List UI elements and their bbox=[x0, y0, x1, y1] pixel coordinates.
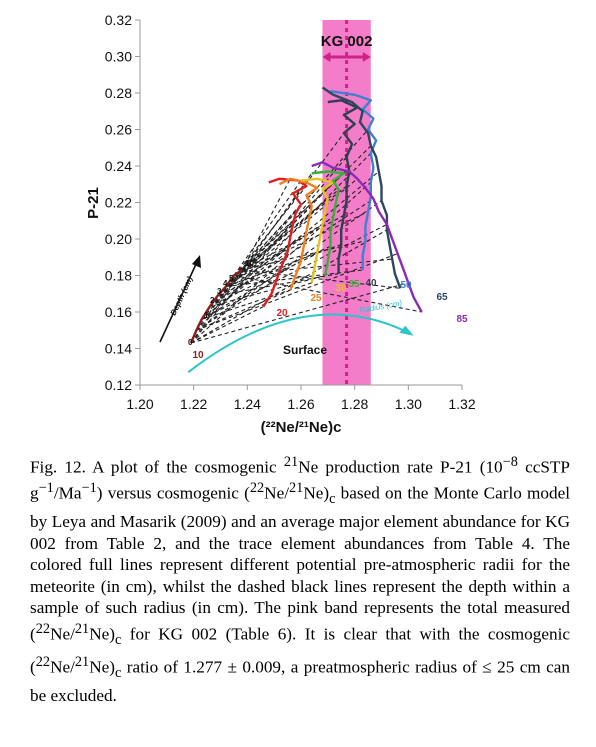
depth-arrowhead bbox=[192, 255, 201, 268]
radius-arrow bbox=[187, 313, 412, 374]
depth-dashed-line bbox=[201, 251, 288, 320]
depth-dashed-line bbox=[225, 185, 307, 287]
depth-dashed-line bbox=[241, 178, 291, 271]
x-tick-label: 1.28 bbox=[341, 396, 368, 412]
y-axis-label: P-21 bbox=[85, 187, 102, 219]
depth-dashed-line bbox=[233, 258, 393, 277]
radius-label-30: 30 bbox=[335, 283, 347, 294]
depth-arrow bbox=[159, 261, 198, 343]
depth-dashed-line bbox=[196, 278, 278, 331]
kg002-band-label: KG 002 bbox=[321, 33, 373, 50]
y-tick-label: 0.30 bbox=[105, 49, 132, 65]
depth-dashed-line bbox=[209, 231, 307, 307]
x-tick-label: 1.32 bbox=[448, 396, 475, 412]
radius-line-65 bbox=[321, 86, 402, 289]
x-tick-label: 1.22 bbox=[180, 396, 207, 412]
depth-dashed-line bbox=[233, 211, 369, 276]
y-tick-label: 0.24 bbox=[105, 158, 132, 174]
radius-line-30 bbox=[300, 177, 335, 284]
radius-label-85: 85 bbox=[456, 314, 468, 325]
y-tick-label: 0.16 bbox=[105, 304, 132, 320]
surface-label: Surface bbox=[283, 343, 327, 357]
depth-label-4: 4 bbox=[223, 279, 228, 288]
depth-arrow-label: Depth (cm) bbox=[169, 275, 195, 317]
depth-dashed-line bbox=[195, 132, 345, 331]
depth-dashed-line bbox=[233, 274, 422, 313]
depth-label-2: 2 bbox=[210, 296, 215, 305]
y-tick-label: 0.22 bbox=[105, 195, 132, 211]
radius-lines-layer bbox=[189, 86, 423, 344]
kg002-arrowhead-right bbox=[362, 52, 371, 62]
radius-arrowhead bbox=[399, 325, 414, 336]
x-tick-label: 1.24 bbox=[234, 396, 261, 412]
x-axis-label: (²²Ne/²¹Ne)c bbox=[261, 419, 342, 436]
depth-dashed-line bbox=[201, 260, 302, 320]
depth-dashed-line bbox=[217, 178, 358, 296]
x-tick-label: 1.26 bbox=[287, 396, 314, 412]
y-tick-label: 0.14 bbox=[105, 341, 132, 357]
radius-line-35 bbox=[311, 170, 346, 276]
figure-caption: Fig. 12. A plot of the cosmogenic 21Ne p… bbox=[30, 454, 570, 705]
radius-line-20 bbox=[262, 177, 308, 308]
depth-label-3: 3 bbox=[217, 287, 222, 296]
radius-label-25: 25 bbox=[310, 293, 322, 304]
kg002-arrowhead-left bbox=[322, 52, 331, 62]
y-tick-label: 0.28 bbox=[105, 85, 132, 101]
radius-line-40 bbox=[327, 99, 359, 274]
depth-dashed-line bbox=[190, 182, 372, 344]
radius-label-10: 10 bbox=[192, 350, 204, 361]
depth-dashed-line bbox=[190, 156, 348, 344]
radius-label-35: 35 bbox=[348, 279, 360, 290]
radius-label-65: 65 bbox=[436, 292, 448, 303]
axes-layer: 0.12 0.14 0.16 0.18 0.20 0.22 0.24 0.26 0.28 0.30… bbox=[85, 12, 476, 436]
depth-dashed-line bbox=[196, 200, 382, 331]
depth-dashed-line bbox=[225, 269, 363, 287]
depth-label-1: 1 bbox=[204, 311, 209, 320]
y-tick-label: 0.26 bbox=[105, 122, 132, 138]
y-tick-label: 0.12 bbox=[105, 377, 132, 393]
x-tick-label: 1.30 bbox=[395, 396, 422, 412]
depth-dashed-line bbox=[190, 282, 409, 344]
depth-dashed-line bbox=[201, 171, 380, 320]
depth-dashed-line bbox=[209, 198, 374, 307]
y-tick-label: 0.18 bbox=[105, 268, 132, 284]
depth-dashed-line bbox=[196, 253, 398, 331]
radius-line-50 bbox=[330, 90, 378, 270]
radius-label-20: 20 bbox=[276, 308, 288, 319]
chart: KG 002 10 20 25 30 35 40 50 65 85 Depth (cm) 0 1234… bbox=[85, 12, 476, 436]
depth-dashed-line bbox=[201, 282, 312, 320]
y-tick-label: 0.32 bbox=[105, 12, 132, 28]
depth-dashed-line bbox=[233, 180, 302, 276]
y-tick-label: 0.20 bbox=[105, 231, 132, 247]
radius-label-40: 40 bbox=[365, 278, 377, 289]
radius-line-10 bbox=[189, 269, 243, 344]
depth-dashed-line bbox=[209, 274, 326, 308]
depth-dashed-line bbox=[241, 240, 366, 271]
depth-label-10: 10 bbox=[245, 259, 254, 268]
kg002-band-layer: KG 002 bbox=[321, 20, 373, 385]
radius-line-85 bbox=[311, 161, 423, 313]
depth-lines-layer bbox=[190, 129, 422, 344]
radius-line-25 bbox=[278, 177, 319, 291]
depth-label-0: 0 bbox=[188, 338, 193, 347]
depth-label-5: 5 bbox=[229, 274, 234, 283]
depth-dashed-line bbox=[201, 129, 369, 320]
radius-label-50: 50 bbox=[400, 280, 412, 291]
x-tick-label: 1.20 bbox=[126, 396, 153, 412]
depth-dashed-line bbox=[241, 269, 401, 289]
caption-figure-label: Fig. 12. bbox=[30, 457, 86, 477]
